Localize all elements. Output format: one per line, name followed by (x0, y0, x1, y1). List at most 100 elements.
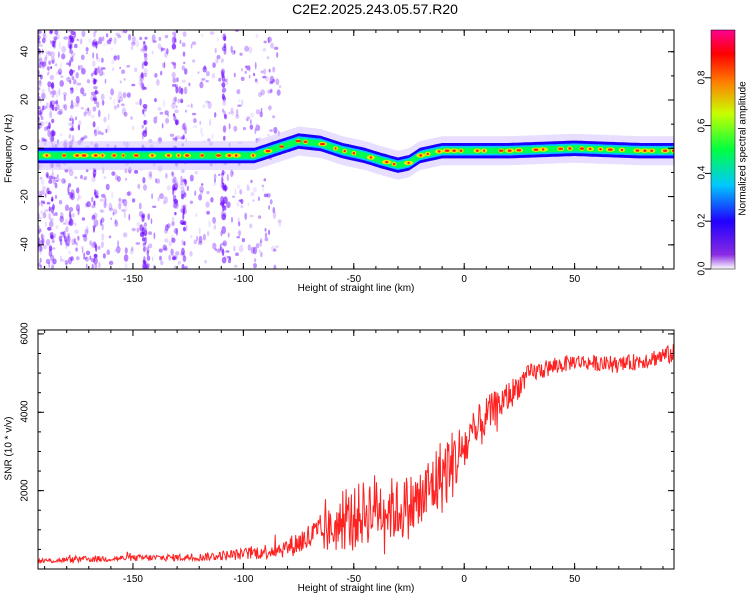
noise-blob (234, 188, 237, 196)
noise-blob (209, 119, 212, 126)
noise-blob (224, 113, 228, 120)
ridge-peak (320, 142, 325, 146)
streak-blob (94, 89, 98, 95)
noise-blob (263, 193, 269, 198)
noise-blob (259, 111, 263, 118)
streak-blob (175, 119, 179, 126)
noise-blob (115, 174, 119, 181)
noise-blob (90, 257, 96, 263)
noise-blob (52, 36, 58, 41)
noise-blob (59, 238, 63, 246)
noise-blob (227, 232, 230, 238)
noise-blob (81, 248, 84, 254)
streak-blob (143, 40, 146, 45)
ridge-peak (392, 162, 396, 166)
noise-blob (109, 37, 113, 42)
noise-blob (153, 116, 158, 124)
noise-blob (254, 258, 257, 263)
x-tick-label: -150 (122, 574, 143, 585)
streak-blob (94, 263, 98, 269)
snr-plot (37, 329, 675, 570)
streak-blob (143, 86, 147, 90)
noise-blob (38, 244, 42, 248)
noise-blob (171, 84, 177, 87)
noise-blob (179, 183, 183, 190)
noise-blob (38, 87, 41, 91)
y-tick-label: -20 (19, 188, 31, 204)
noise-blob (123, 78, 126, 81)
streak-blob (174, 109, 179, 114)
noise-blob (90, 72, 94, 77)
noise-blob (90, 91, 96, 96)
noise-blob (109, 96, 112, 100)
noise-blob (266, 56, 270, 60)
streak-blob (51, 56, 55, 64)
streak-blob (49, 74, 55, 81)
noise-blob (221, 242, 226, 246)
noise-blob (185, 109, 187, 113)
streak-blob (91, 214, 96, 220)
ridge-peak (579, 147, 584, 150)
noise-blob (123, 232, 128, 238)
ridge-peak (227, 154, 232, 157)
noise-blob (216, 54, 221, 60)
streak-blob (51, 59, 55, 64)
noise-blob (181, 42, 186, 47)
ridge-peak (620, 148, 624, 152)
ridge-peak (558, 147, 563, 150)
noise-blob (143, 222, 147, 228)
noise-blob (269, 81, 274, 85)
streak-blob (93, 79, 97, 85)
ridge-peak (599, 148, 602, 151)
noise-blob (180, 175, 183, 182)
streak-blob (70, 57, 73, 62)
streak-blob (143, 61, 148, 67)
noise-blob (103, 200, 108, 204)
streak-blob (51, 94, 55, 98)
noise-blob (80, 106, 85, 110)
noise-blob (83, 177, 86, 181)
ridge-peak (303, 140, 308, 143)
noise-blob (83, 252, 86, 258)
noise-blob (58, 88, 61, 96)
noise-blob (55, 91, 59, 99)
ridge-peak (437, 150, 441, 153)
noise-blob (273, 248, 277, 252)
noise-blob (202, 233, 206, 241)
noise-blob (260, 238, 263, 244)
noise-blob (100, 241, 104, 249)
noise-blob (48, 67, 50, 75)
streak-blob (224, 78, 227, 83)
noise-blob (52, 179, 56, 185)
streak-blob (175, 180, 179, 189)
noise-blob (101, 57, 104, 63)
noise-blob (205, 80, 209, 83)
ridge-peak (200, 154, 204, 157)
streak-blob (50, 134, 55, 143)
streak-blob (171, 43, 177, 50)
noise-blob (235, 252, 239, 257)
noise-blob (100, 209, 103, 213)
streak-blob (173, 202, 179, 209)
ridge-peak (607, 148, 613, 151)
noise-blob (97, 109, 101, 118)
noise-blob (205, 201, 210, 208)
noise-blob (158, 248, 163, 253)
noise-blob (38, 35, 41, 40)
noise-blob (66, 76, 71, 82)
noise-blob (106, 39, 112, 45)
streak-blob (69, 169, 74, 177)
noise-blob (197, 240, 203, 246)
noise-blob (38, 121, 43, 129)
noise-blob (127, 191, 132, 196)
noise-blob (261, 184, 265, 188)
noise-blob (271, 245, 275, 252)
noise-blob (76, 187, 80, 194)
streak-blob (181, 239, 184, 246)
noise-blob (240, 76, 245, 81)
noise-blob (124, 204, 128, 213)
noise-blob (174, 96, 177, 102)
noise-blob (112, 67, 115, 72)
noise-blob (254, 80, 259, 84)
noise-blob (203, 65, 207, 70)
